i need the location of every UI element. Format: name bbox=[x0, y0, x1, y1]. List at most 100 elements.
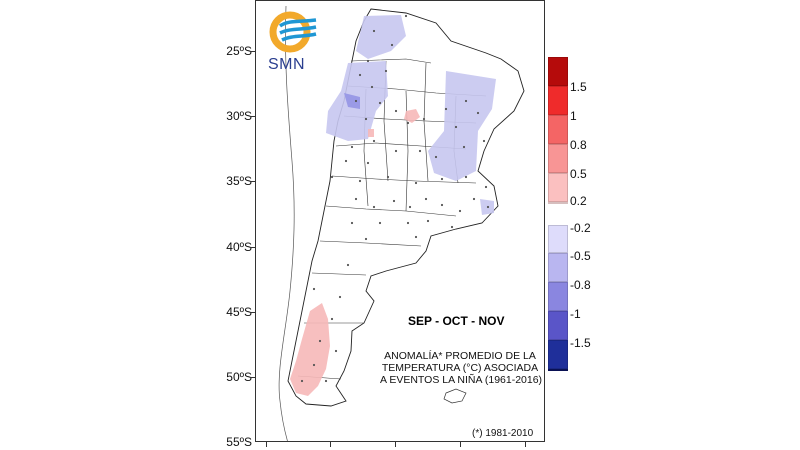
map-frame bbox=[255, 0, 545, 442]
legend-label: 1.5 bbox=[570, 80, 587, 94]
legend-label: -0.8 bbox=[570, 278, 591, 292]
caption-line: ANOMALÍA* PROMEDIO DE LA bbox=[384, 350, 536, 362]
legend-swatch-warm bbox=[548, 86, 568, 115]
station-marker bbox=[312, 287, 316, 291]
station-marker bbox=[454, 125, 458, 129]
smn-logo-icon bbox=[269, 11, 317, 53]
station-marker bbox=[392, 199, 396, 203]
legend-label: -1.5 bbox=[570, 336, 591, 350]
lat-label-40: 40ºS bbox=[226, 240, 252, 254]
station-marker bbox=[330, 317, 334, 321]
station-marker bbox=[364, 237, 368, 241]
caption-line: A EVENTOS LA NIÑA (1961-2016) bbox=[380, 374, 543, 386]
station-marker bbox=[338, 295, 342, 299]
legend-swatch-warm bbox=[548, 115, 568, 144]
station-marker bbox=[358, 73, 362, 77]
legend-label: -0.5 bbox=[570, 249, 591, 263]
legend-label: 0.8 bbox=[570, 138, 587, 152]
station-marker bbox=[440, 203, 444, 207]
legend-swatch-cool bbox=[548, 311, 568, 340]
legend-label: 1 bbox=[570, 109, 577, 123]
lat-label-35: 35ºS bbox=[226, 174, 252, 188]
station-marker bbox=[372, 205, 376, 209]
station-marker bbox=[312, 363, 316, 367]
station-marker bbox=[372, 139, 376, 143]
station-marker bbox=[366, 59, 370, 63]
station-marker bbox=[472, 197, 476, 201]
station-marker bbox=[334, 349, 338, 353]
warm-anomaly-regions bbox=[290, 109, 420, 396]
station-marker bbox=[486, 205, 490, 209]
legend-swatch-warm bbox=[548, 144, 568, 173]
station-marker bbox=[350, 145, 354, 149]
legend-swatch-warm bbox=[548, 173, 568, 202]
station-marker bbox=[324, 379, 328, 383]
station-marker bbox=[476, 111, 480, 115]
station-marker bbox=[406, 221, 410, 225]
station-marker bbox=[346, 263, 350, 267]
station-marker bbox=[464, 99, 468, 103]
legend-label: 0.2 bbox=[570, 194, 587, 208]
station-marker bbox=[462, 145, 466, 149]
station-marker bbox=[440, 177, 444, 181]
station-marker bbox=[354, 99, 358, 103]
station-marker bbox=[330, 175, 334, 179]
lon-tick bbox=[330, 442, 331, 447]
legend-swatch-cool bbox=[548, 340, 568, 369]
station-marker bbox=[344, 159, 348, 163]
station-marker bbox=[318, 339, 322, 343]
cool-anomaly-core bbox=[344, 93, 360, 109]
chile-coast-line bbox=[278, 5, 295, 441]
station-marker bbox=[484, 185, 488, 189]
lat-label-25: 25ºS bbox=[226, 44, 252, 58]
legend-swatch-cool bbox=[548, 253, 568, 282]
malvinas-islands bbox=[443, 388, 467, 404]
lon-tick bbox=[395, 442, 396, 447]
station-marker bbox=[426, 219, 430, 223]
lat-label-50: 50ºS bbox=[226, 370, 252, 384]
season-label: SEP - OCT - NOV bbox=[408, 314, 505, 328]
lat-tick bbox=[250, 116, 256, 117]
footnote: (*) 1981-2010 bbox=[472, 428, 534, 439]
station-marker bbox=[364, 117, 368, 121]
lon-tick bbox=[266, 442, 267, 447]
map-caption: ANOMALÍA* PROMEDIO DE LA TEMPERATURA (°C… bbox=[380, 350, 543, 386]
station-marker bbox=[390, 43, 394, 47]
station-marker bbox=[482, 139, 486, 143]
caption-line: TEMPERATURA (°C) ASOCIADA bbox=[381, 362, 539, 374]
station-markers bbox=[300, 14, 490, 383]
station-marker bbox=[386, 175, 390, 179]
station-marker bbox=[394, 149, 398, 153]
station-marker bbox=[378, 101, 382, 105]
argentina-anomaly-map bbox=[278, 5, 525, 441]
station-marker bbox=[372, 29, 376, 33]
legend-label: 0.5 bbox=[570, 167, 587, 181]
station-marker bbox=[404, 14, 408, 18]
station-marker bbox=[350, 221, 354, 225]
lon-tick bbox=[525, 442, 526, 447]
station-marker bbox=[408, 205, 412, 209]
station-marker bbox=[384, 69, 388, 73]
lat-tick bbox=[250, 181, 256, 182]
lon-tick bbox=[460, 442, 461, 447]
logo-text: SMN bbox=[268, 56, 306, 73]
legend-swatch-warm bbox=[548, 202, 568, 204]
lat-tick bbox=[250, 312, 256, 313]
station-marker bbox=[464, 175, 468, 179]
station-marker bbox=[434, 155, 438, 159]
station-marker bbox=[366, 161, 370, 165]
legend-swatch-cool bbox=[548, 282, 568, 311]
legend-label: -0.2 bbox=[570, 221, 591, 235]
station-marker bbox=[414, 181, 418, 185]
station-marker bbox=[458, 209, 462, 213]
station-marker bbox=[444, 107, 448, 111]
lat-label-55: 55ºS bbox=[226, 435, 252, 449]
station-marker bbox=[406, 121, 410, 125]
legend-swatch-cool bbox=[548, 225, 568, 253]
lat-label-30: 30ºS bbox=[226, 109, 252, 123]
station-marker bbox=[394, 109, 398, 113]
legend-swatch-warm bbox=[548, 57, 568, 86]
lat-label-45: 45ºS bbox=[226, 305, 252, 319]
station-marker bbox=[418, 149, 422, 153]
legend-label: -1 bbox=[570, 307, 581, 321]
